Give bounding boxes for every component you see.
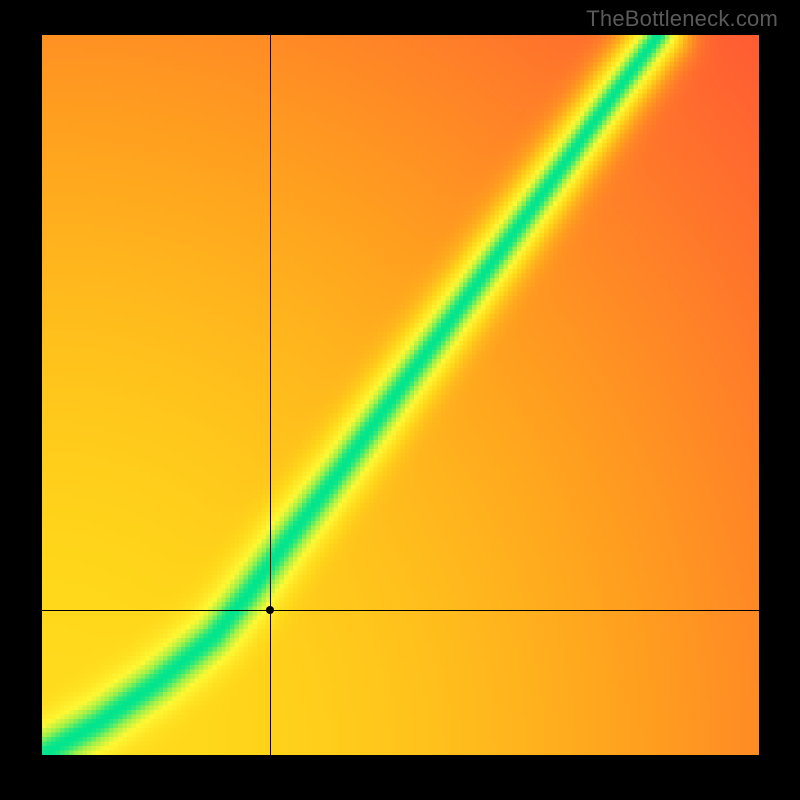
heatmap-canvas: [42, 35, 759, 755]
heatmap-plot: [42, 35, 759, 755]
watermark-text: TheBottleneck.com: [586, 6, 778, 32]
marker-dot: [266, 606, 274, 614]
crosshair-horizontal: [42, 610, 759, 611]
crosshair-vertical: [270, 35, 271, 755]
